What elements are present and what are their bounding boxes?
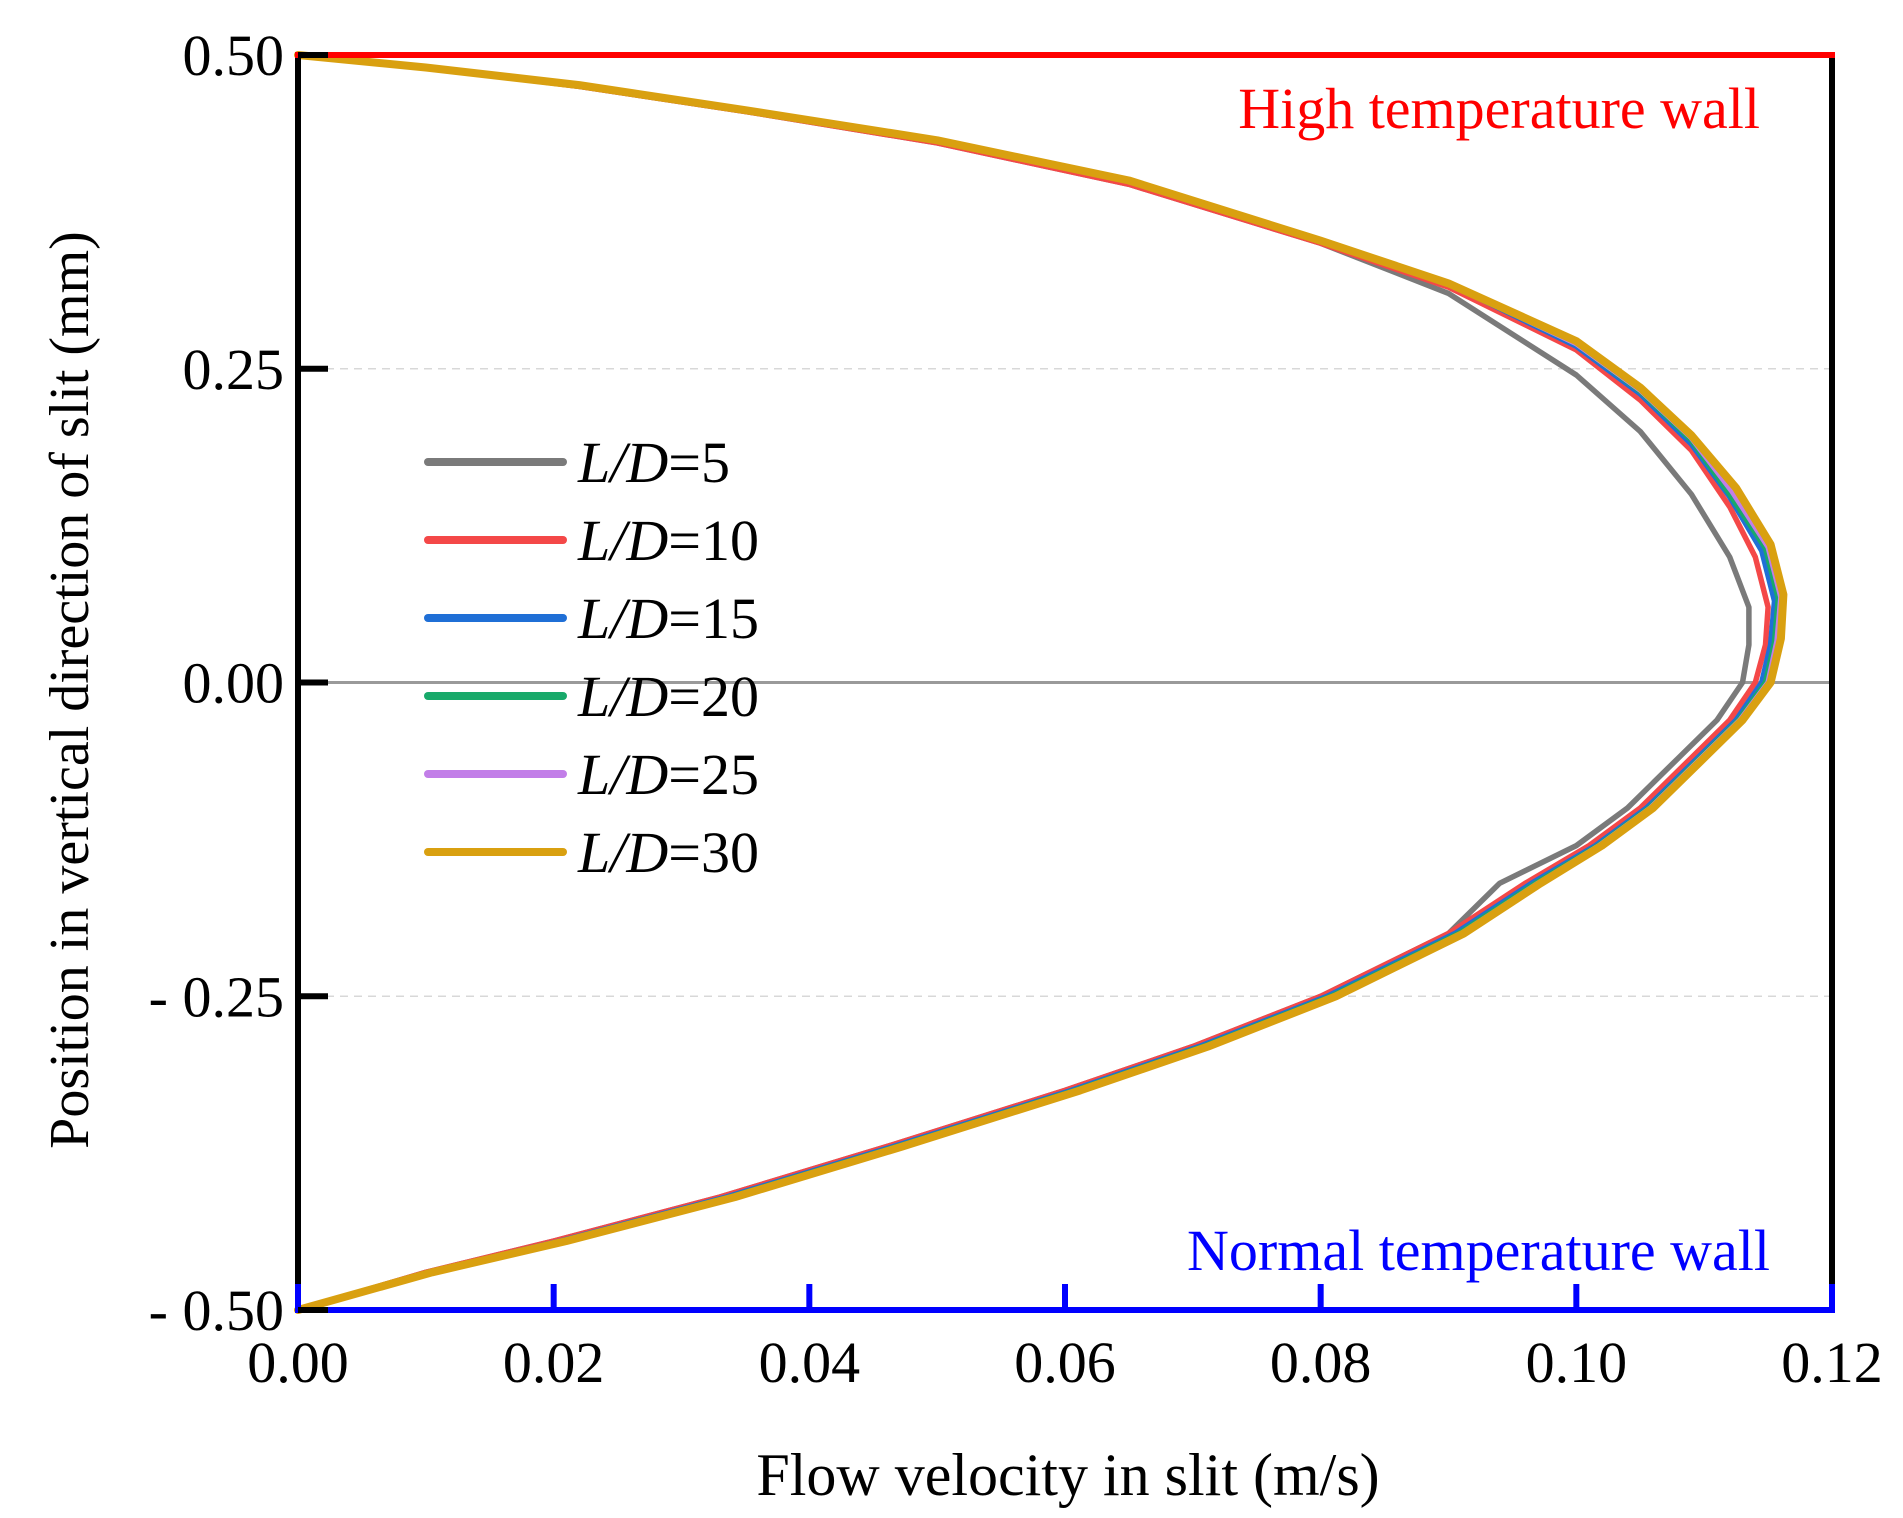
legend-label-italic: L/D [577, 430, 668, 495]
legend-label: L/D=25 [577, 742, 759, 807]
series-line-l-d-30 [294, 51, 1788, 1314]
y-tick-label: 0.50 [183, 23, 285, 88]
legend-label-value: =20 [668, 664, 759, 729]
y-axis-label: Position in vertical direction of slit (… [39, 231, 101, 1149]
y-tick-label: - 0.50 [149, 1278, 284, 1343]
y-tick-label: - 0.25 [149, 964, 284, 1029]
x-tick-label: 0.08 [1270, 1330, 1372, 1395]
legend-label: L/D=30 [577, 820, 759, 885]
x-tick-label: 0.10 [1526, 1330, 1628, 1395]
legend-label: L/D=20 [577, 664, 759, 729]
x-tick-label: 0.06 [1014, 1330, 1116, 1395]
legend-label: L/D=15 [577, 586, 759, 651]
bottom-wall-label: Normal temperature wall [1187, 1218, 1770, 1283]
legend-label-value: =10 [668, 508, 759, 573]
legend-label-value: =5 [668, 430, 730, 495]
legend-label-italic: L/D [577, 742, 668, 807]
ticks-layer: 0.00 0.02 0.04 0.06 0.08 0.10 0.12 0.50 0.25 0.00… [149, 23, 1883, 1395]
legend-label: L/D=5 [577, 430, 730, 495]
x-tick-label: 0.04 [759, 1330, 861, 1395]
legend-label-italic: L/D [577, 664, 668, 729]
legend-label-italic: L/D [577, 820, 668, 885]
series-layer [294, 51, 1788, 1314]
legend-label-value: =30 [668, 820, 759, 885]
x-axis-label: Flow velocity in slit (m/s) [756, 1442, 1379, 1508]
x-tick-label: 0.00 [247, 1330, 349, 1395]
x-tick-label: 0.02 [503, 1330, 605, 1395]
y-tick-label: 0.00 [183, 651, 285, 716]
legend-label-value: =25 [668, 742, 759, 807]
legend-label-italic: L/D [577, 508, 668, 573]
legend-label-italic: L/D [577, 586, 668, 651]
legend-label-value: =15 [668, 586, 759, 651]
top-wall-label: High temperature wall [1238, 76, 1760, 141]
legend-label: L/D=10 [577, 508, 759, 573]
x-tick-label: 0.12 [1781, 1330, 1883, 1395]
legend: L/D=5L/D=10L/D=15L/D=20L/D=25L/D=30 [424, 430, 759, 885]
grid-layer [298, 368, 1832, 997]
y-tick-label: 0.25 [183, 337, 285, 402]
